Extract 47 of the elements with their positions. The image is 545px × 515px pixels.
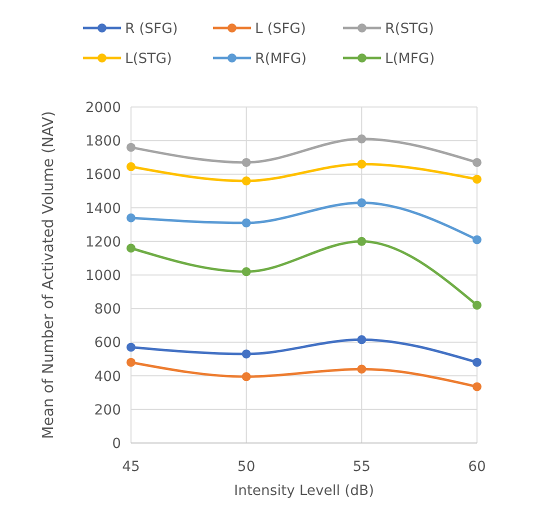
point (357, 134, 366, 144)
y-tick-label: 800 (94, 302, 121, 318)
y-tick-label: 1000 (85, 268, 121, 284)
point (242, 176, 251, 186)
point (242, 349, 251, 358)
point (242, 267, 251, 276)
point (357, 236, 366, 246)
point (357, 198, 366, 208)
legend-label: R(STG) (385, 21, 434, 37)
y-tick-label: 0 (112, 436, 121, 452)
point (472, 358, 482, 367)
legend-label: R(MFG) (255, 51, 307, 67)
y-tick-label: 200 (94, 402, 121, 418)
y-tick-label: 1200 (85, 234, 121, 250)
point (126, 244, 136, 253)
y-tick-label: 1800 (85, 134, 121, 150)
y-tick-label: 1600 (85, 167, 121, 184)
legend-label: L (SFG) (255, 21, 306, 37)
legend-label: R (SFG) (125, 21, 178, 37)
point (126, 342, 136, 352)
point (126, 162, 136, 172)
point (472, 158, 482, 167)
y-tick-label: 1400 (85, 200, 121, 217)
point (242, 372, 251, 382)
point (357, 335, 366, 344)
point (126, 358, 136, 367)
legend-label: L(MFG) (385, 51, 435, 67)
legend-label: L(STG) (125, 51, 172, 67)
x-tick-label: 45 (122, 459, 140, 475)
x-axis-title: Intensity Levell (dB) (234, 483, 374, 499)
point (472, 382, 482, 392)
point (126, 213, 136, 222)
point (242, 218, 251, 228)
x-tick-label: 55 (352, 459, 371, 475)
y-axis-title: Mean of Number of Activated Volume (NAV) (39, 111, 57, 439)
point (472, 174, 482, 184)
point (472, 235, 482, 244)
y-tick-label: 2000 (85, 100, 121, 116)
point (357, 364, 366, 374)
point (126, 142, 136, 152)
point (357, 160, 366, 169)
x-tick-label: 60 (468, 459, 486, 475)
y-tick-label: 600 (94, 335, 121, 352)
point (472, 300, 482, 310)
y-tick-label: 400 (94, 368, 121, 385)
x-tick-label: 50 (237, 459, 256, 475)
point (242, 158, 251, 167)
